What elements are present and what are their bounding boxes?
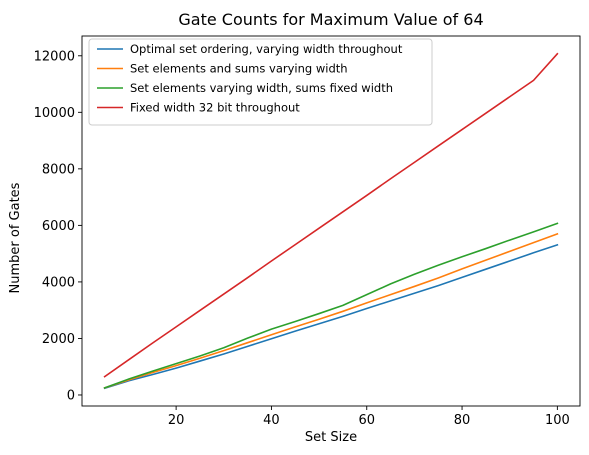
legend-label-4: Fixed width 32 bit throughout (130, 101, 300, 115)
series-line-3 (103, 222, 559, 389)
y-tick-label: 4000 (42, 275, 75, 290)
x-tick-label: 60 (358, 413, 375, 428)
y-tick-label: 0 (67, 388, 75, 403)
y-axis-label: Number of Gates (8, 182, 23, 293)
legend-label-2: Set elements and sums varying width (130, 62, 348, 76)
x-tick-label: 20 (168, 413, 185, 428)
legend-label-3: Set elements varying width, sums fixed w… (130, 81, 393, 95)
series-line-2 (103, 232, 559, 389)
series-line-4 (103, 52, 559, 378)
y-tick-label: 8000 (42, 162, 75, 177)
legend-box (88, 38, 433, 126)
x-tick-label: 100 (545, 413, 570, 428)
y-tick-label: 2000 (42, 332, 75, 347)
y-tick-label: 10000 (34, 106, 75, 121)
x-tick-label: 40 (263, 413, 280, 428)
legend: Optimal set ordering, varying width thro… (88, 38, 433, 126)
series-layer (103, 52, 559, 390)
chart-title: Gate Counts for Maximum Value of 64 (178, 10, 483, 29)
axes-frame (81, 35, 581, 407)
x-axis-label: Set Size (305, 430, 357, 445)
x-tick-label: 80 (454, 413, 471, 428)
series-line-1 (103, 243, 559, 390)
y-tick-label: 6000 (42, 219, 75, 234)
legend-label-1: Optimal set ordering, varying width thro… (130, 42, 403, 56)
axes-layer: 20 40 60 80 100 0 2000 4000 6000 8000 10000 12000 (34, 35, 581, 428)
y-tick-label: 12000 (34, 49, 75, 64)
